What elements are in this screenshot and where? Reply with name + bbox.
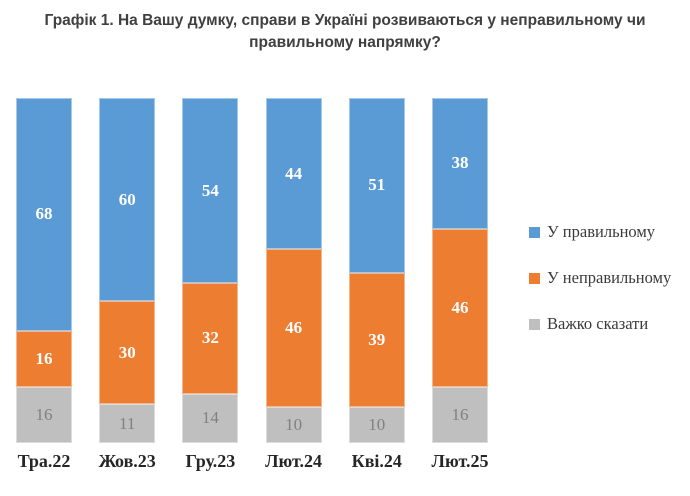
bar-value-label: 54 xyxy=(201,180,219,200)
legend-item: У неправильному xyxy=(529,268,671,288)
chart-title: Графік 1. На Вашу думку, справи в Україн… xyxy=(44,12,646,52)
legend-label: У неправильному xyxy=(547,268,672,287)
legend-label: У правильному xyxy=(547,222,656,241)
bar-segment: 30 xyxy=(99,301,156,405)
bar-value-label: 68 xyxy=(35,204,53,224)
bar-segment: 11 xyxy=(99,404,156,443)
bar-segment: 16 xyxy=(16,330,72,387)
bar-segment: 39 xyxy=(348,272,405,408)
bar-column-Лют.25: 38 46 16 xyxy=(432,98,488,443)
bar-column-Гру.23: 54 32 14 xyxy=(182,98,239,443)
plot-area: 68 16 16 Тра.22 60 30 11 Жов.23 54 32 14 Гру.23 44 46… xyxy=(0,98,520,471)
x-axis-label: Лют.25 xyxy=(431,451,489,471)
bar-segment: 38 xyxy=(432,98,488,229)
bar-value-label: 46 xyxy=(285,318,303,338)
legend: У правильному У неправильному Важко сказат… xyxy=(529,222,671,334)
legend-swatch-icon xyxy=(529,272,540,284)
x-axis-label: Кві.24 xyxy=(351,451,402,471)
bar-value-label: 60 xyxy=(118,189,136,209)
bar-column-Кві.24: 51 39 10 xyxy=(348,98,405,443)
x-axis-label: Жов.23 xyxy=(98,451,156,471)
bar-segment: 60 xyxy=(99,98,156,302)
bar-segment: 51 xyxy=(348,98,405,273)
bar-segment: 32 xyxy=(182,283,239,394)
bar-value-label: 10 xyxy=(285,415,303,435)
bar-value-label: 11 xyxy=(119,413,136,433)
bar-segment: 16 xyxy=(432,386,488,443)
bar-segment: 68 xyxy=(16,98,72,331)
bar-segment: 16 xyxy=(16,386,72,443)
legend-item: Важко сказати xyxy=(529,314,671,334)
bar-column-Тра.22: 68 16 16 xyxy=(16,98,72,443)
bar-value-label: 10 xyxy=(368,415,386,435)
bar-column-Жов.23: 60 30 11 xyxy=(99,98,156,443)
legend-label: Важко сказати xyxy=(547,314,649,333)
bar-value-label: 44 xyxy=(285,163,303,183)
x-axis-label: Лют.24 xyxy=(265,451,323,471)
bar-value-label: 51 xyxy=(368,175,386,195)
bar-segment: 44 xyxy=(265,98,322,250)
bar-segment: 14 xyxy=(182,393,239,443)
bar-segment: 46 xyxy=(432,228,488,387)
bar-segment: 10 xyxy=(265,407,322,443)
legend-item: У правильному xyxy=(529,222,671,242)
legend-swatch-icon xyxy=(529,226,540,238)
bar-value-label: 38 xyxy=(451,153,469,173)
bar-value-label: 30 xyxy=(118,342,136,362)
bar-column-Лют.24: 44 46 10 xyxy=(265,98,322,443)
bar-value-label: 39 xyxy=(368,329,386,349)
bar-value-label: 16 xyxy=(35,404,53,424)
bar-value-label: 14 xyxy=(201,408,219,428)
bar-segment: 46 xyxy=(265,249,322,408)
bar-value-label: 32 xyxy=(201,328,219,348)
x-axis-label: Тра.22 xyxy=(17,451,71,471)
legend-swatch-icon xyxy=(529,318,540,330)
bar-value-label: 46 xyxy=(451,297,469,317)
bar-value-label: 16 xyxy=(35,348,53,368)
bar-segment: 54 xyxy=(182,98,239,284)
bar-segment: 10 xyxy=(348,407,405,443)
bar-value-label: 16 xyxy=(451,404,469,424)
x-axis-label: Гру.23 xyxy=(185,451,236,471)
